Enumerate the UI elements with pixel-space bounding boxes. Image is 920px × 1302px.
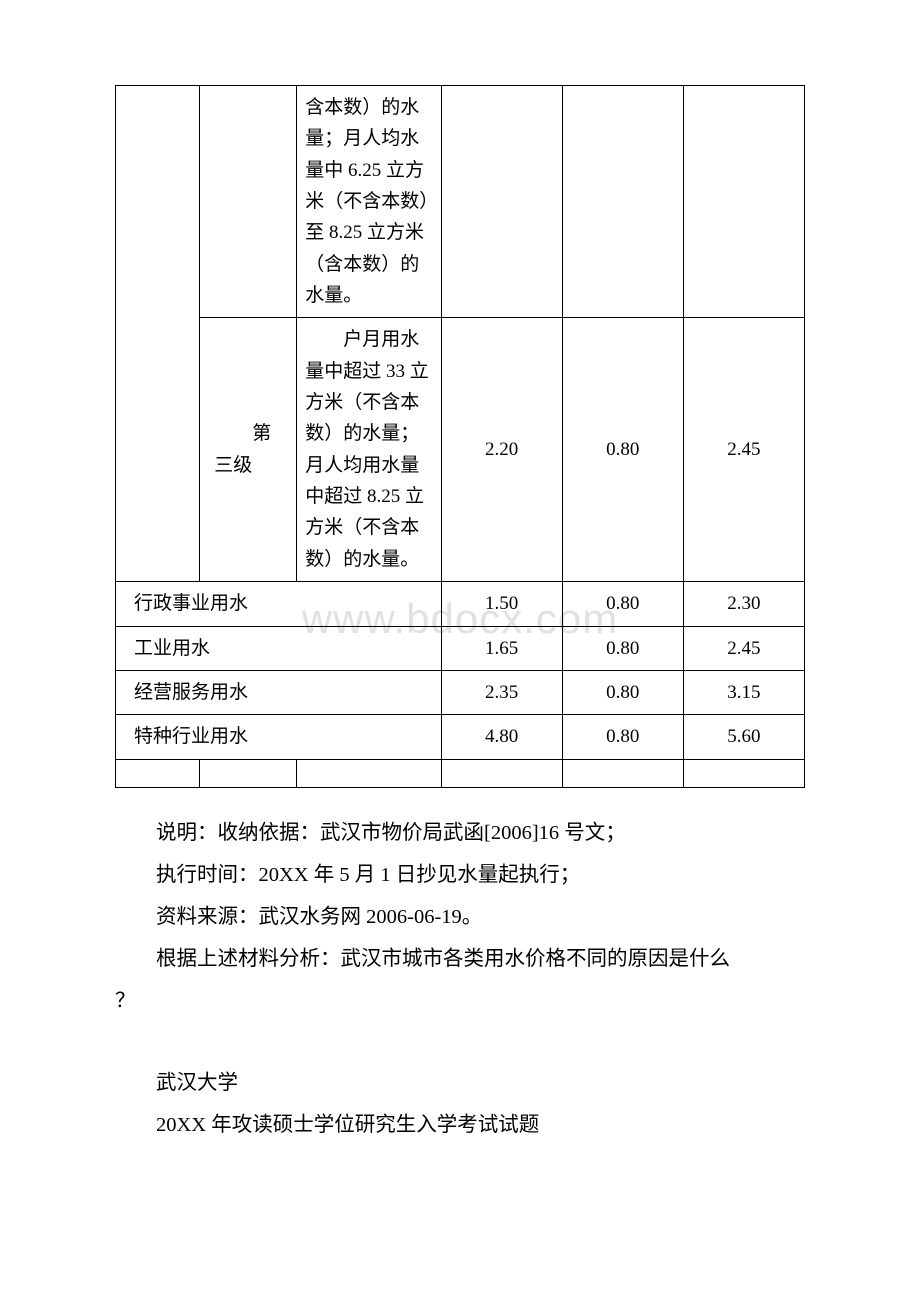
price-cell: 0.80 bbox=[562, 318, 683, 582]
table-row-empty bbox=[116, 759, 805, 787]
price-cell: 2.45 bbox=[683, 318, 804, 582]
empty-cell bbox=[297, 759, 441, 787]
price-cell: 2.20 bbox=[441, 318, 562, 582]
price-cell: 4.80 bbox=[441, 715, 562, 759]
empty-cell bbox=[116, 759, 200, 787]
price-cell: 1.65 bbox=[441, 626, 562, 670]
level-label-cell: 第三级 bbox=[200, 318, 297, 582]
heading-line: 武汉大学 bbox=[115, 1062, 805, 1104]
category-label-cell: 经营服务用水 bbox=[116, 670, 442, 714]
price-cell: 2.45 bbox=[683, 626, 804, 670]
question-line: ？ bbox=[115, 980, 805, 1022]
table-row: 行政事业用水 1.50 0.80 2.30 bbox=[116, 582, 805, 626]
price-cell: 0.80 bbox=[562, 670, 683, 714]
price-cell: 5.60 bbox=[683, 715, 804, 759]
description-cell: 含本数）的水量；月人均水量中 6.25 立方米（不含本数）至 8.25 立方米（… bbox=[297, 86, 441, 318]
price-table-wrapper: 含本数）的水量；月人均水量中 6.25 立方米（不含本数）至 8.25 立方米（… bbox=[115, 85, 805, 788]
price-cell: 0.80 bbox=[562, 715, 683, 759]
level-cell-empty bbox=[200, 86, 297, 318]
price-cell: 1.50 bbox=[441, 582, 562, 626]
category-label-cell: 工业用水 bbox=[116, 626, 442, 670]
category-label-cell: 行政事业用水 bbox=[116, 582, 442, 626]
description-cell: 户月用水量中超过 33 立方米（不含本数）的水量；月人均用水量中超过 8.25 … bbox=[297, 318, 441, 582]
water-price-table: 含本数）的水量；月人均水量中 6.25 立方米（不含本数）至 8.25 立方米（… bbox=[115, 85, 805, 788]
table-row: 工业用水 1.65 0.80 2.45 bbox=[116, 626, 805, 670]
empty-cell bbox=[200, 759, 297, 787]
table-row: 特种行业用水 4.80 0.80 5.60 bbox=[116, 715, 805, 759]
heading-line: 20XX 年攻读硕士学位研究生入学考试试题 bbox=[115, 1104, 805, 1146]
empty-cell bbox=[683, 759, 804, 787]
price-cell: 0.80 bbox=[562, 582, 683, 626]
table-row: 含本数）的水量；月人均水量中 6.25 立方米（不含本数）至 8.25 立方米（… bbox=[116, 86, 805, 318]
note-line: 执行时间：20XX 年 5 月 1 日抄见水量起执行； bbox=[115, 854, 805, 896]
price-cell bbox=[441, 86, 562, 318]
price-cell: 3.15 bbox=[683, 670, 804, 714]
category-label-cell: 特种行业用水 bbox=[116, 715, 442, 759]
note-line: 说明：收纳依据：武汉市物价局武函[2006]16 号文； bbox=[115, 812, 805, 854]
empty-cell bbox=[562, 759, 683, 787]
table-row: 第三级 户月用水量中超过 33 立方米（不含本数）的水量；月人均用水量中超过 8… bbox=[116, 318, 805, 582]
price-cell: 0.80 bbox=[562, 626, 683, 670]
price-cell: 2.30 bbox=[683, 582, 804, 626]
explanation-text: 说明：收纳依据：武汉市物价局武函[2006]16 号文； 执行时间：20XX 年… bbox=[115, 812, 805, 1146]
empty-cell bbox=[441, 759, 562, 787]
table-row: 经营服务用水 2.35 0.80 3.15 bbox=[116, 670, 805, 714]
price-cell bbox=[562, 86, 683, 318]
price-cell: 2.35 bbox=[441, 670, 562, 714]
price-cell bbox=[683, 86, 804, 318]
note-line: 资料来源：武汉水务网 2006-06-19。 bbox=[115, 896, 805, 938]
question-line: 根据上述材料分析：武汉市城市各类用水价格不同的原因是什么 bbox=[115, 938, 805, 980]
category-cell-empty bbox=[116, 86, 200, 582]
